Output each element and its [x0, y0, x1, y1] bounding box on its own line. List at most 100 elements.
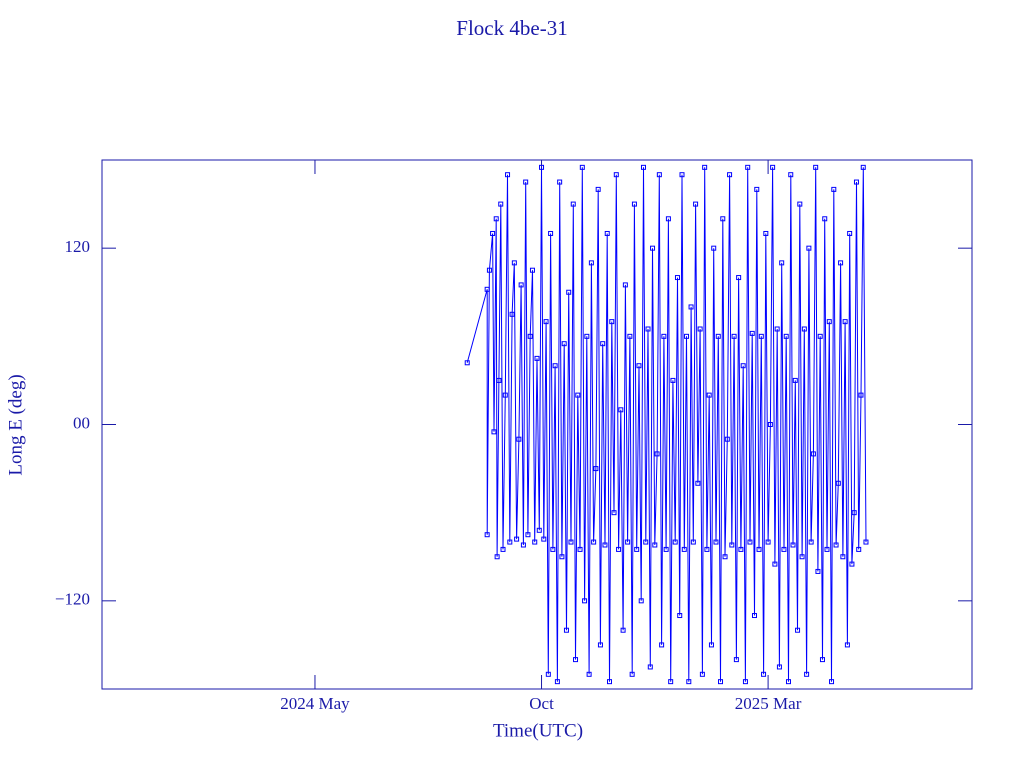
- y-tick-label: 00: [73, 413, 90, 432]
- data-point: [502, 392, 508, 398]
- data-point: [548, 230, 554, 236]
- data-point: [494, 554, 500, 560]
- data-point: [747, 539, 753, 545]
- data-point: [563, 627, 569, 633]
- data-point: [586, 671, 592, 677]
- data-point: [636, 363, 642, 369]
- data-point: [638, 598, 644, 604]
- data-point: [525, 532, 531, 538]
- data-point: [584, 333, 590, 339]
- data-point: [550, 546, 556, 552]
- data-point: [659, 642, 665, 648]
- data-point: [674, 275, 680, 281]
- data-point: [616, 546, 622, 552]
- data-point: [724, 436, 730, 442]
- data-point: [711, 245, 717, 251]
- data-point: [715, 333, 721, 339]
- data-point: [597, 642, 603, 648]
- data-point: [819, 657, 825, 663]
- data-point: [686, 679, 692, 685]
- data-point: [568, 539, 574, 545]
- data-point: [577, 546, 583, 552]
- data-point: [622, 282, 628, 288]
- data-point: [738, 546, 744, 552]
- data-point: [529, 267, 535, 273]
- data-point: [650, 245, 656, 251]
- data-point: [801, 326, 807, 332]
- x-axis-label: Time(UTC): [493, 720, 583, 741]
- data-point: [860, 164, 866, 170]
- data-point: [844, 642, 850, 648]
- data-point: [824, 546, 830, 552]
- data-point: [718, 679, 724, 685]
- data-point: [840, 554, 846, 560]
- data-point: [566, 289, 572, 295]
- data-point: [808, 539, 814, 545]
- data-point: [511, 260, 517, 266]
- data-point: [588, 260, 594, 266]
- data-point: [684, 333, 690, 339]
- data-point: [507, 539, 513, 545]
- data-point: [847, 230, 853, 236]
- data-point: [838, 260, 844, 266]
- data-point: [647, 664, 653, 670]
- data-point: [853, 179, 859, 185]
- data-point: [842, 319, 848, 325]
- data-point: [681, 546, 687, 552]
- data-point: [781, 546, 787, 552]
- y-tick-label: 120: [65, 237, 91, 256]
- data-point: [629, 671, 635, 677]
- data-point: [665, 216, 671, 222]
- x-tick-label: 2025 Mar: [735, 694, 802, 713]
- data-point: [749, 330, 755, 336]
- data-point: [763, 230, 769, 236]
- data-point: [690, 539, 696, 545]
- data-point: [813, 164, 819, 170]
- data-point: [557, 179, 563, 185]
- data-point: [661, 333, 667, 339]
- data-point: [849, 561, 855, 567]
- data-point: [788, 172, 794, 178]
- data-point: [618, 407, 624, 413]
- data-point: [826, 319, 832, 325]
- data-point: [736, 275, 742, 281]
- data-point: [520, 542, 526, 548]
- data-point: [573, 657, 579, 663]
- data-point: [543, 319, 549, 325]
- data-point: [695, 480, 701, 486]
- data-point: [541, 536, 547, 542]
- data-point: [752, 613, 757, 619]
- data-point: [579, 164, 585, 170]
- data-point: [733, 657, 739, 663]
- data-point: [783, 333, 789, 339]
- data-point: [720, 216, 726, 222]
- data-point: [536, 527, 542, 533]
- data-point: [611, 510, 617, 516]
- data-point: [856, 546, 862, 552]
- data-point: [509, 311, 515, 317]
- data-point: [706, 392, 712, 398]
- chart-title: Flock 4be-31: [456, 16, 567, 40]
- x-tick-label: Oct: [529, 694, 554, 713]
- data-point: [851, 510, 857, 516]
- data-point: [582, 598, 588, 604]
- data-point: [484, 532, 490, 538]
- data-point: [593, 466, 599, 472]
- data-point: [833, 542, 839, 548]
- data-point: [776, 664, 782, 670]
- data-point: [602, 542, 608, 548]
- data-point: [656, 172, 662, 178]
- data-point: [772, 561, 778, 567]
- data-point: [677, 613, 683, 619]
- data-point: [527, 333, 533, 339]
- data-point: [604, 230, 610, 236]
- data-point: [570, 201, 576, 207]
- data-point: [523, 179, 529, 185]
- data-point: [609, 319, 615, 325]
- data-point: [758, 333, 764, 339]
- data-point: [559, 554, 565, 560]
- data-point: [729, 542, 735, 548]
- data-point: [518, 282, 524, 288]
